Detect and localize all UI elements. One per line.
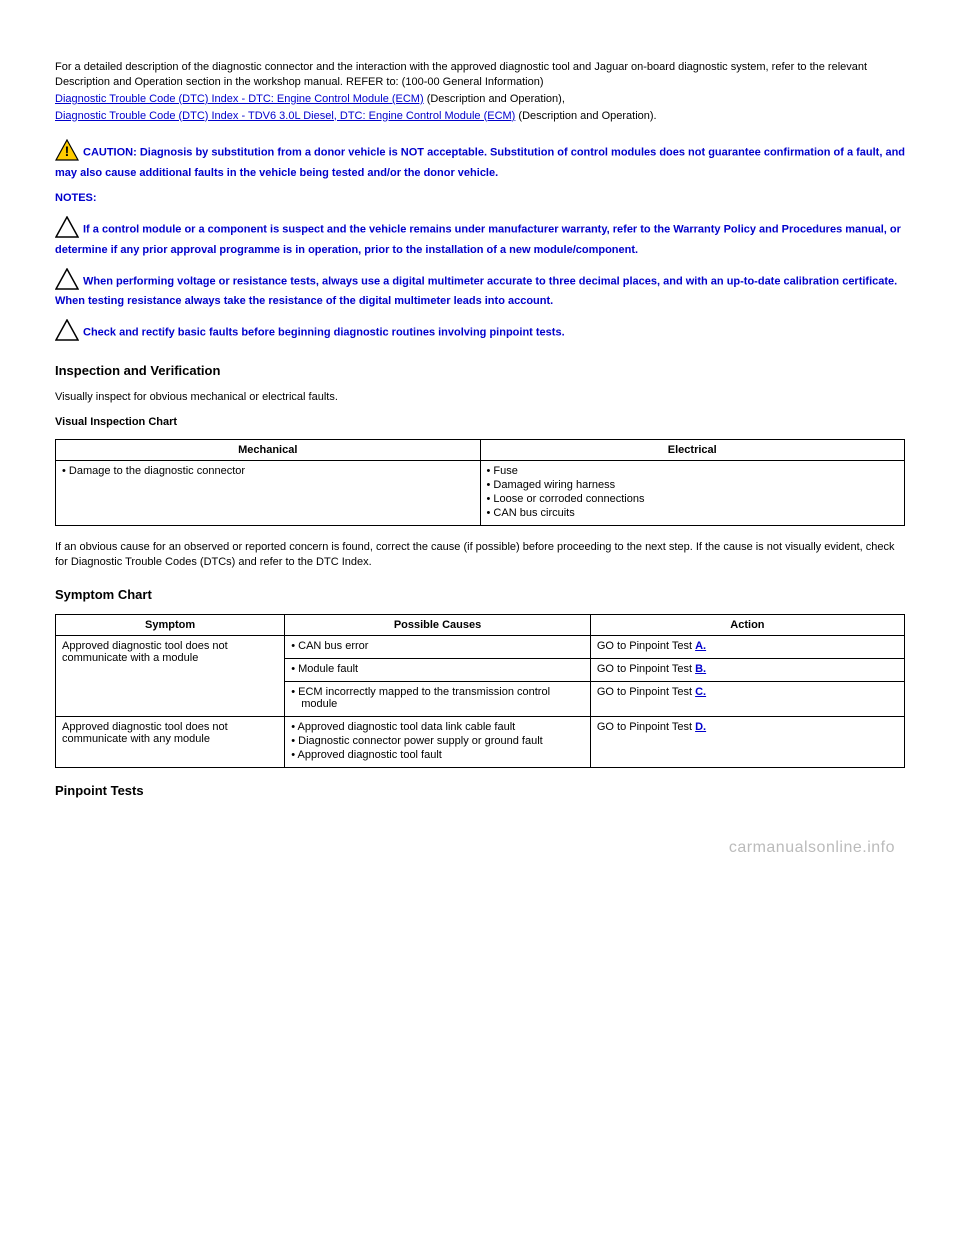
list-item: Module fault [291, 663, 584, 675]
continue-paragraph: If an obvious cause for an observed or r… [55, 540, 905, 570]
pinpoint-link-b[interactable]: B. [695, 663, 706, 675]
pinpoint-tests-heading: Pinpoint Tests [55, 782, 905, 800]
sc-header-symptom: Symptom [56, 614, 285, 635]
list-item: Diagnostic connector power supply or gro… [291, 735, 584, 747]
table-row: Approved diagnostic tool does not commun… [56, 635, 905, 658]
sc-action-0: GO to Pinpoint Test A. [590, 635, 904, 658]
sc-action-2: GO to Pinpoint Test C. [590, 681, 904, 716]
list-item: Damaged wiring harness [487, 479, 899, 491]
symptom-chart-heading: Symptom Chart [55, 586, 905, 604]
action-prefix: GO to Pinpoint Test [597, 663, 695, 675]
sc-causes-0: CAN bus error [285, 635, 591, 658]
note-icon [55, 268, 79, 295]
page-container: For a detailed description of the diagno… [0, 0, 960, 877]
sc-action-1: GO to Pinpoint Test B. [590, 658, 904, 681]
intro-link-2[interactable]: Diagnostic Trouble Code (DTC) Index - TD… [55, 110, 515, 122]
svg-text:!: ! [65, 143, 70, 159]
pinpoint-link-d[interactable]: D. [695, 721, 706, 733]
list-item: ECM incorrectly mapped to the transmissi… [291, 686, 584, 710]
intro-link-1-suffix: (Description and Operation), [424, 93, 565, 105]
sc-action-3: GO to Pinpoint Test D. [590, 716, 904, 767]
note-icon [55, 319, 79, 346]
intro-paragraph: For a detailed description of the diagno… [55, 60, 905, 90]
note-3: Check and rectify basic faults before be… [55, 319, 905, 346]
symptom-chart-table: Symptom Possible Causes Action Approved … [55, 614, 905, 768]
visual-inspection-table: Mechanical Electrical Damage to the diag… [55, 439, 905, 526]
pinpoint-link-c[interactable]: C. [695, 686, 706, 698]
vi-electrical-cell: Fuse Damaged wiring harness Loose or cor… [480, 461, 905, 526]
sc-causes-1: Module fault [285, 658, 591, 681]
warning-icon: ! [55, 139, 79, 166]
table-row: Approved diagnostic tool does not commun… [56, 716, 905, 767]
table-header-row: Symptom Possible Causes Action [56, 614, 905, 635]
visual-chart-label: Visual Inspection Chart [55, 415, 905, 430]
list-item: Fuse [487, 465, 899, 477]
intro-link-1[interactable]: Diagnostic Trouble Code (DTC) Index - DT… [55, 93, 424, 105]
action-prefix: GO to Pinpoint Test [597, 721, 695, 733]
visual-inspect-p: Visually inspect for obvious mechanical … [55, 390, 905, 405]
vi-mechanical-cell: Damage to the diagnostic connector [56, 461, 481, 526]
vi-header-mechanical: Mechanical [56, 440, 481, 461]
action-prefix: GO to Pinpoint Test [597, 686, 695, 698]
table-row: Damage to the diagnostic connector Fuse … [56, 461, 905, 526]
sc-causes-2: ECM incorrectly mapped to the transmissi… [285, 681, 591, 716]
sc-symptom-3: Approved diagnostic tool does not commun… [56, 716, 285, 767]
sc-causes-3: Approved diagnostic tool data link cable… [285, 716, 591, 767]
note-1-text: If a control module or a component is su… [55, 223, 901, 256]
list-item: CAN bus error [291, 640, 584, 652]
sc-header-action: Action [590, 614, 904, 635]
caution-text: CAUTION: Diagnosis by substitution from … [55, 147, 905, 180]
notes-label: NOTES: [55, 191, 905, 206]
intro-link-2-suffix: (Description and Operation). [515, 110, 656, 122]
footer-watermark: carmanualsonline.info [55, 839, 905, 857]
pinpoint-link-a[interactable]: A. [695, 640, 706, 652]
list-item: Approved diagnostic tool fault [291, 749, 584, 761]
caution-block: ! CAUTION: Diagnosis by substitution fro… [55, 139, 905, 181]
list-item: Damage to the diagnostic connector [62, 465, 474, 477]
note-3-text: Check and rectify basic faults before be… [83, 327, 565, 339]
list-item: CAN bus circuits [487, 507, 899, 519]
note-2-text: When performing voltage or resistance te… [55, 275, 897, 308]
inspection-heading: Inspection and Verification [55, 362, 905, 380]
list-item: Loose or corroded connections [487, 493, 899, 505]
sc-symptom-0: Approved diagnostic tool does not commun… [56, 635, 285, 716]
sc-header-causes: Possible Causes [285, 614, 591, 635]
note-icon [55, 216, 79, 243]
note-2: When performing voltage or resistance te… [55, 268, 905, 310]
vi-header-electrical: Electrical [480, 440, 905, 461]
note-1: If a control module or a component is su… [55, 216, 905, 258]
table-header-row: Mechanical Electrical [56, 440, 905, 461]
action-prefix: GO to Pinpoint Test [597, 640, 695, 652]
list-item: Approved diagnostic tool data link cable… [291, 721, 584, 733]
